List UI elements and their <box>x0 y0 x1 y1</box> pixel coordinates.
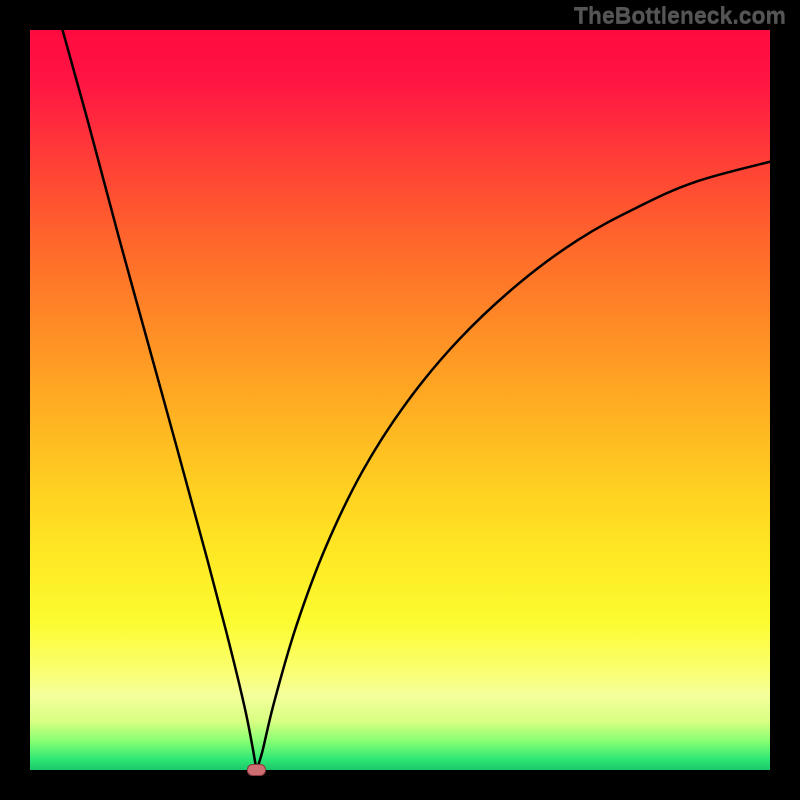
bottleneck-chart <box>0 0 800 800</box>
chart-background <box>30 30 770 770</box>
watermark-text: TheBottleneck.com <box>574 2 786 29</box>
chart-container: TheBottleneck.com <box>0 0 800 800</box>
trough-marker <box>247 765 265 776</box>
